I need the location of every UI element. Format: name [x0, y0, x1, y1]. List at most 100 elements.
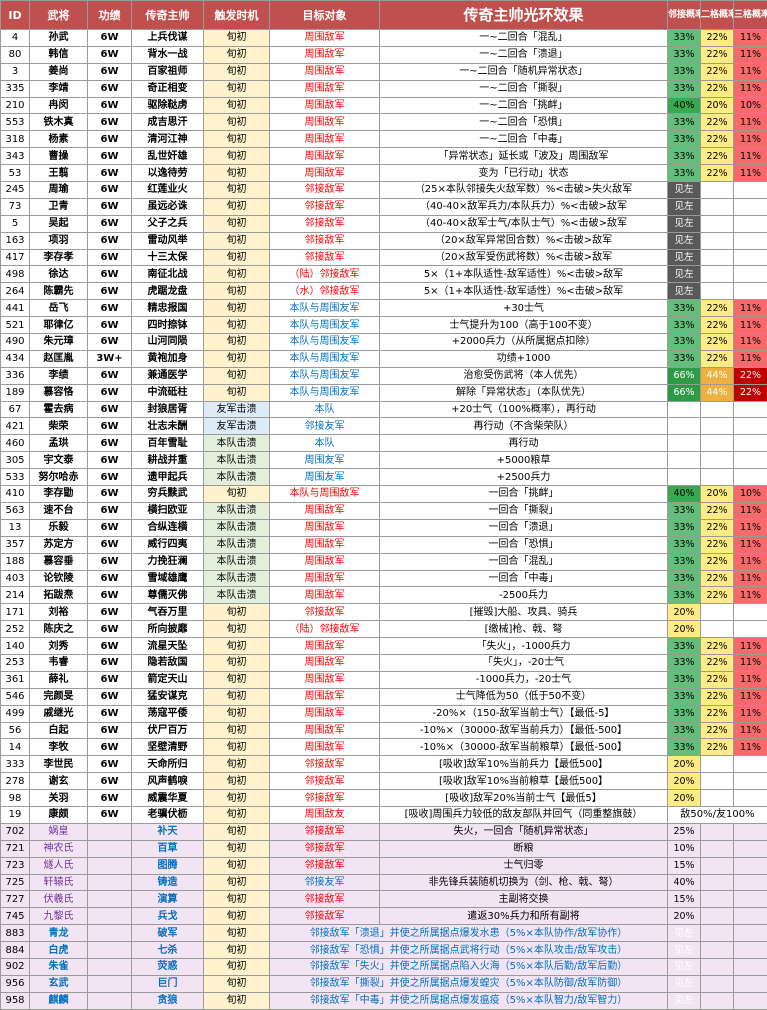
- cell-trigger: 旬初: [204, 654, 270, 671]
- cell-trigger: 旬初: [204, 97, 270, 114]
- cell-prob-1: 33%: [668, 739, 701, 756]
- cell-name: 麒麟: [30, 992, 88, 1009]
- cell-name: 李靖: [30, 80, 88, 97]
- cell-name: 燧人氏: [30, 857, 88, 874]
- cell-effect: 断粮: [380, 840, 668, 857]
- cell-effect: 一回合「撕裂」: [380, 502, 668, 519]
- cell-id: 958: [1, 992, 30, 1009]
- cell-name: 神农氏: [30, 840, 88, 857]
- cell-trigger: 旬初: [204, 857, 270, 874]
- cell-name: 伏羲氏: [30, 891, 88, 908]
- cell-target: 周围敌军: [270, 519, 380, 536]
- cell-work: 6W: [88, 232, 132, 249]
- cell-name: 赵匡胤: [30, 350, 88, 367]
- cell-effect: 一回合「恐惧」: [380, 536, 668, 553]
- cell-prob: 20%: [668, 773, 701, 790]
- cell-prob-1: 33%: [668, 334, 701, 351]
- cell-prob-1: [668, 401, 701, 418]
- cell-prob-3: 11%: [734, 705, 767, 722]
- cell-work: 6W: [88, 486, 132, 503]
- cell-effect: 一~二回合「混乱」: [380, 30, 668, 47]
- cell-trigger: 本队击溃: [204, 502, 270, 519]
- header-p1: 邻接概率: [668, 1, 701, 30]
- cell-prob-2: 22%: [701, 114, 734, 131]
- cell-prob-3: 11%: [734, 553, 767, 570]
- cell-work: 6W: [88, 148, 132, 165]
- header-target: 目标对象: [270, 1, 380, 30]
- cell-prob-2: 22%: [701, 334, 734, 351]
- cell-title: 清河江神: [132, 131, 204, 148]
- cell-target: 邻接友军: [270, 418, 380, 435]
- cell-prob-empty: [734, 891, 767, 908]
- cell-title: 雷动风举: [132, 232, 204, 249]
- cell-id: 56: [1, 722, 30, 739]
- cell-work: 6W: [88, 671, 132, 688]
- cell-title: 七杀: [132, 942, 204, 959]
- cell-prob-empty: [701, 958, 734, 975]
- cell-id: 335: [1, 80, 30, 97]
- cell-title: 成吉思汗: [132, 114, 204, 131]
- cell-prob: 20%: [668, 604, 701, 621]
- cell-target: 本队与周围友军: [270, 300, 380, 317]
- cell-effect: 5×（1+本队适性-敌军适性）%<击破>敌军: [380, 283, 668, 300]
- cell-title: 山河同陨: [132, 334, 204, 351]
- cell-prob: 见左: [668, 958, 701, 975]
- cell-id: 80: [1, 46, 30, 63]
- cell-effect: 士气提升为100（高于100不变）: [380, 317, 668, 334]
- cell-prob-2: [701, 469, 734, 486]
- cell-prob-empty: [701, 823, 734, 840]
- cell-prob-1: 33%: [668, 688, 701, 705]
- cell-target: 周围敌军: [270, 80, 380, 97]
- cell-name: 李世民: [30, 756, 88, 773]
- cell-trigger: 本队击溃: [204, 553, 270, 570]
- cell-prob-1: 40%: [668, 97, 701, 114]
- cell-trigger: 旬初: [204, 114, 270, 131]
- cell-trigger: 旬初: [204, 790, 270, 807]
- cell-prob-empty: [701, 992, 734, 1009]
- cell-trigger: 本队击溃: [204, 469, 270, 486]
- cell-name: 韩信: [30, 46, 88, 63]
- cell-work: 6W: [88, 705, 132, 722]
- cell-id: 434: [1, 350, 30, 367]
- cell-name: 项羽: [30, 232, 88, 249]
- cell-title: 老骥伏枥: [132, 806, 204, 823]
- cell-trigger: 旬初: [204, 975, 270, 992]
- cell-prob-empty: [734, 790, 767, 807]
- cell-work: 6W: [88, 283, 132, 300]
- cell-prob-1: 33%: [668, 536, 701, 553]
- cell-prob-3: 11%: [734, 587, 767, 604]
- cell-effect: -20%×（150-敌军当前士气）【最低-5】: [380, 705, 668, 722]
- cell-prob: 40%: [668, 874, 701, 891]
- cell-prob-1: 33%: [668, 148, 701, 165]
- cell-trigger: 旬初: [204, 350, 270, 367]
- cell-title: 荡寇平倭: [132, 705, 204, 722]
- cell-target: 周围敌军: [270, 570, 380, 587]
- cell-effect: [吸收]敌军10%当前粮草【最低500】: [380, 773, 668, 790]
- cell-name: 苏定方: [30, 536, 88, 553]
- cell-prob-empty: [701, 840, 734, 857]
- cell-trigger: 旬初: [204, 249, 270, 266]
- cell-id: 417: [1, 249, 30, 266]
- cell-work: 3W+: [88, 350, 132, 367]
- cell-name: 论钦陵: [30, 570, 88, 587]
- cell-work: 6W: [88, 790, 132, 807]
- cell-prob-2: 22%: [701, 519, 734, 536]
- cell-name: 韦睿: [30, 654, 88, 671]
- cell-prob-empty: [701, 925, 734, 942]
- cell-trigger: 本队击溃: [204, 435, 270, 452]
- cell-work: 6W: [88, 300, 132, 317]
- cell-trigger: 本队击溃: [204, 587, 270, 604]
- cell-prob-empty: [734, 756, 767, 773]
- cell-prob-empty: [701, 604, 734, 621]
- cell-title: 威震华夏: [132, 790, 204, 807]
- cell-target: 周围敌军: [270, 30, 380, 47]
- cell-prob-3: [734, 435, 767, 452]
- cell-name: 拓跋焘: [30, 587, 88, 604]
- cell-title: 封狼居胥: [132, 401, 204, 418]
- cell-name: 岳飞: [30, 300, 88, 317]
